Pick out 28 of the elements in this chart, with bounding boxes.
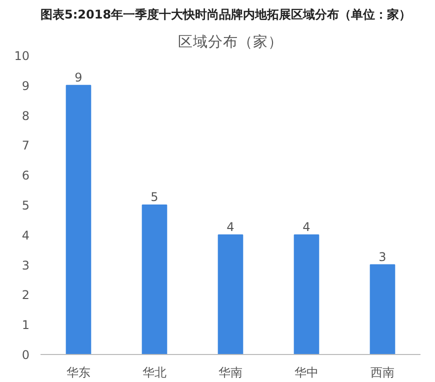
chart-subtitle: 区域分布（家）: [178, 34, 283, 50]
y-tick-label: 5: [22, 198, 30, 212]
y-tick-label: 7: [22, 138, 30, 153]
y-tick-label: 10: [14, 49, 30, 63]
data-label: 3: [378, 250, 386, 264]
data-label: 9: [74, 70, 82, 84]
x-tick-label: 华北: [142, 366, 166, 380]
y-tick-label: 8: [22, 108, 30, 123]
bar: [66, 84, 92, 354]
bar: [370, 264, 396, 354]
bar: [294, 234, 320, 354]
chart-title: 图表5:2018年一季度十大快时尚品牌内地拓展区域分布（单位：家）: [40, 8, 412, 22]
x-tick-label: 西南: [370, 366, 394, 380]
y-tick-label: 2: [22, 288, 30, 302]
bar: [218, 234, 244, 354]
data-label: 5: [150, 190, 158, 204]
y-tick-label: 9: [22, 78, 30, 93]
data-label: 4: [226, 220, 234, 234]
x-tick-label: 华南: [218, 366, 242, 380]
y-tick-label: 1: [22, 318, 30, 332]
x-tick-label: 华中: [294, 366, 318, 380]
x-tick-label: 华东: [66, 366, 90, 380]
y-tick-label: 6: [22, 168, 30, 183]
y-tick-label: 4: [22, 228, 30, 242]
data-label: 4: [302, 220, 310, 234]
y-tick-label: 3: [22, 258, 30, 272]
bar: [142, 204, 168, 354]
y-tick-label: 0: [22, 348, 30, 362]
